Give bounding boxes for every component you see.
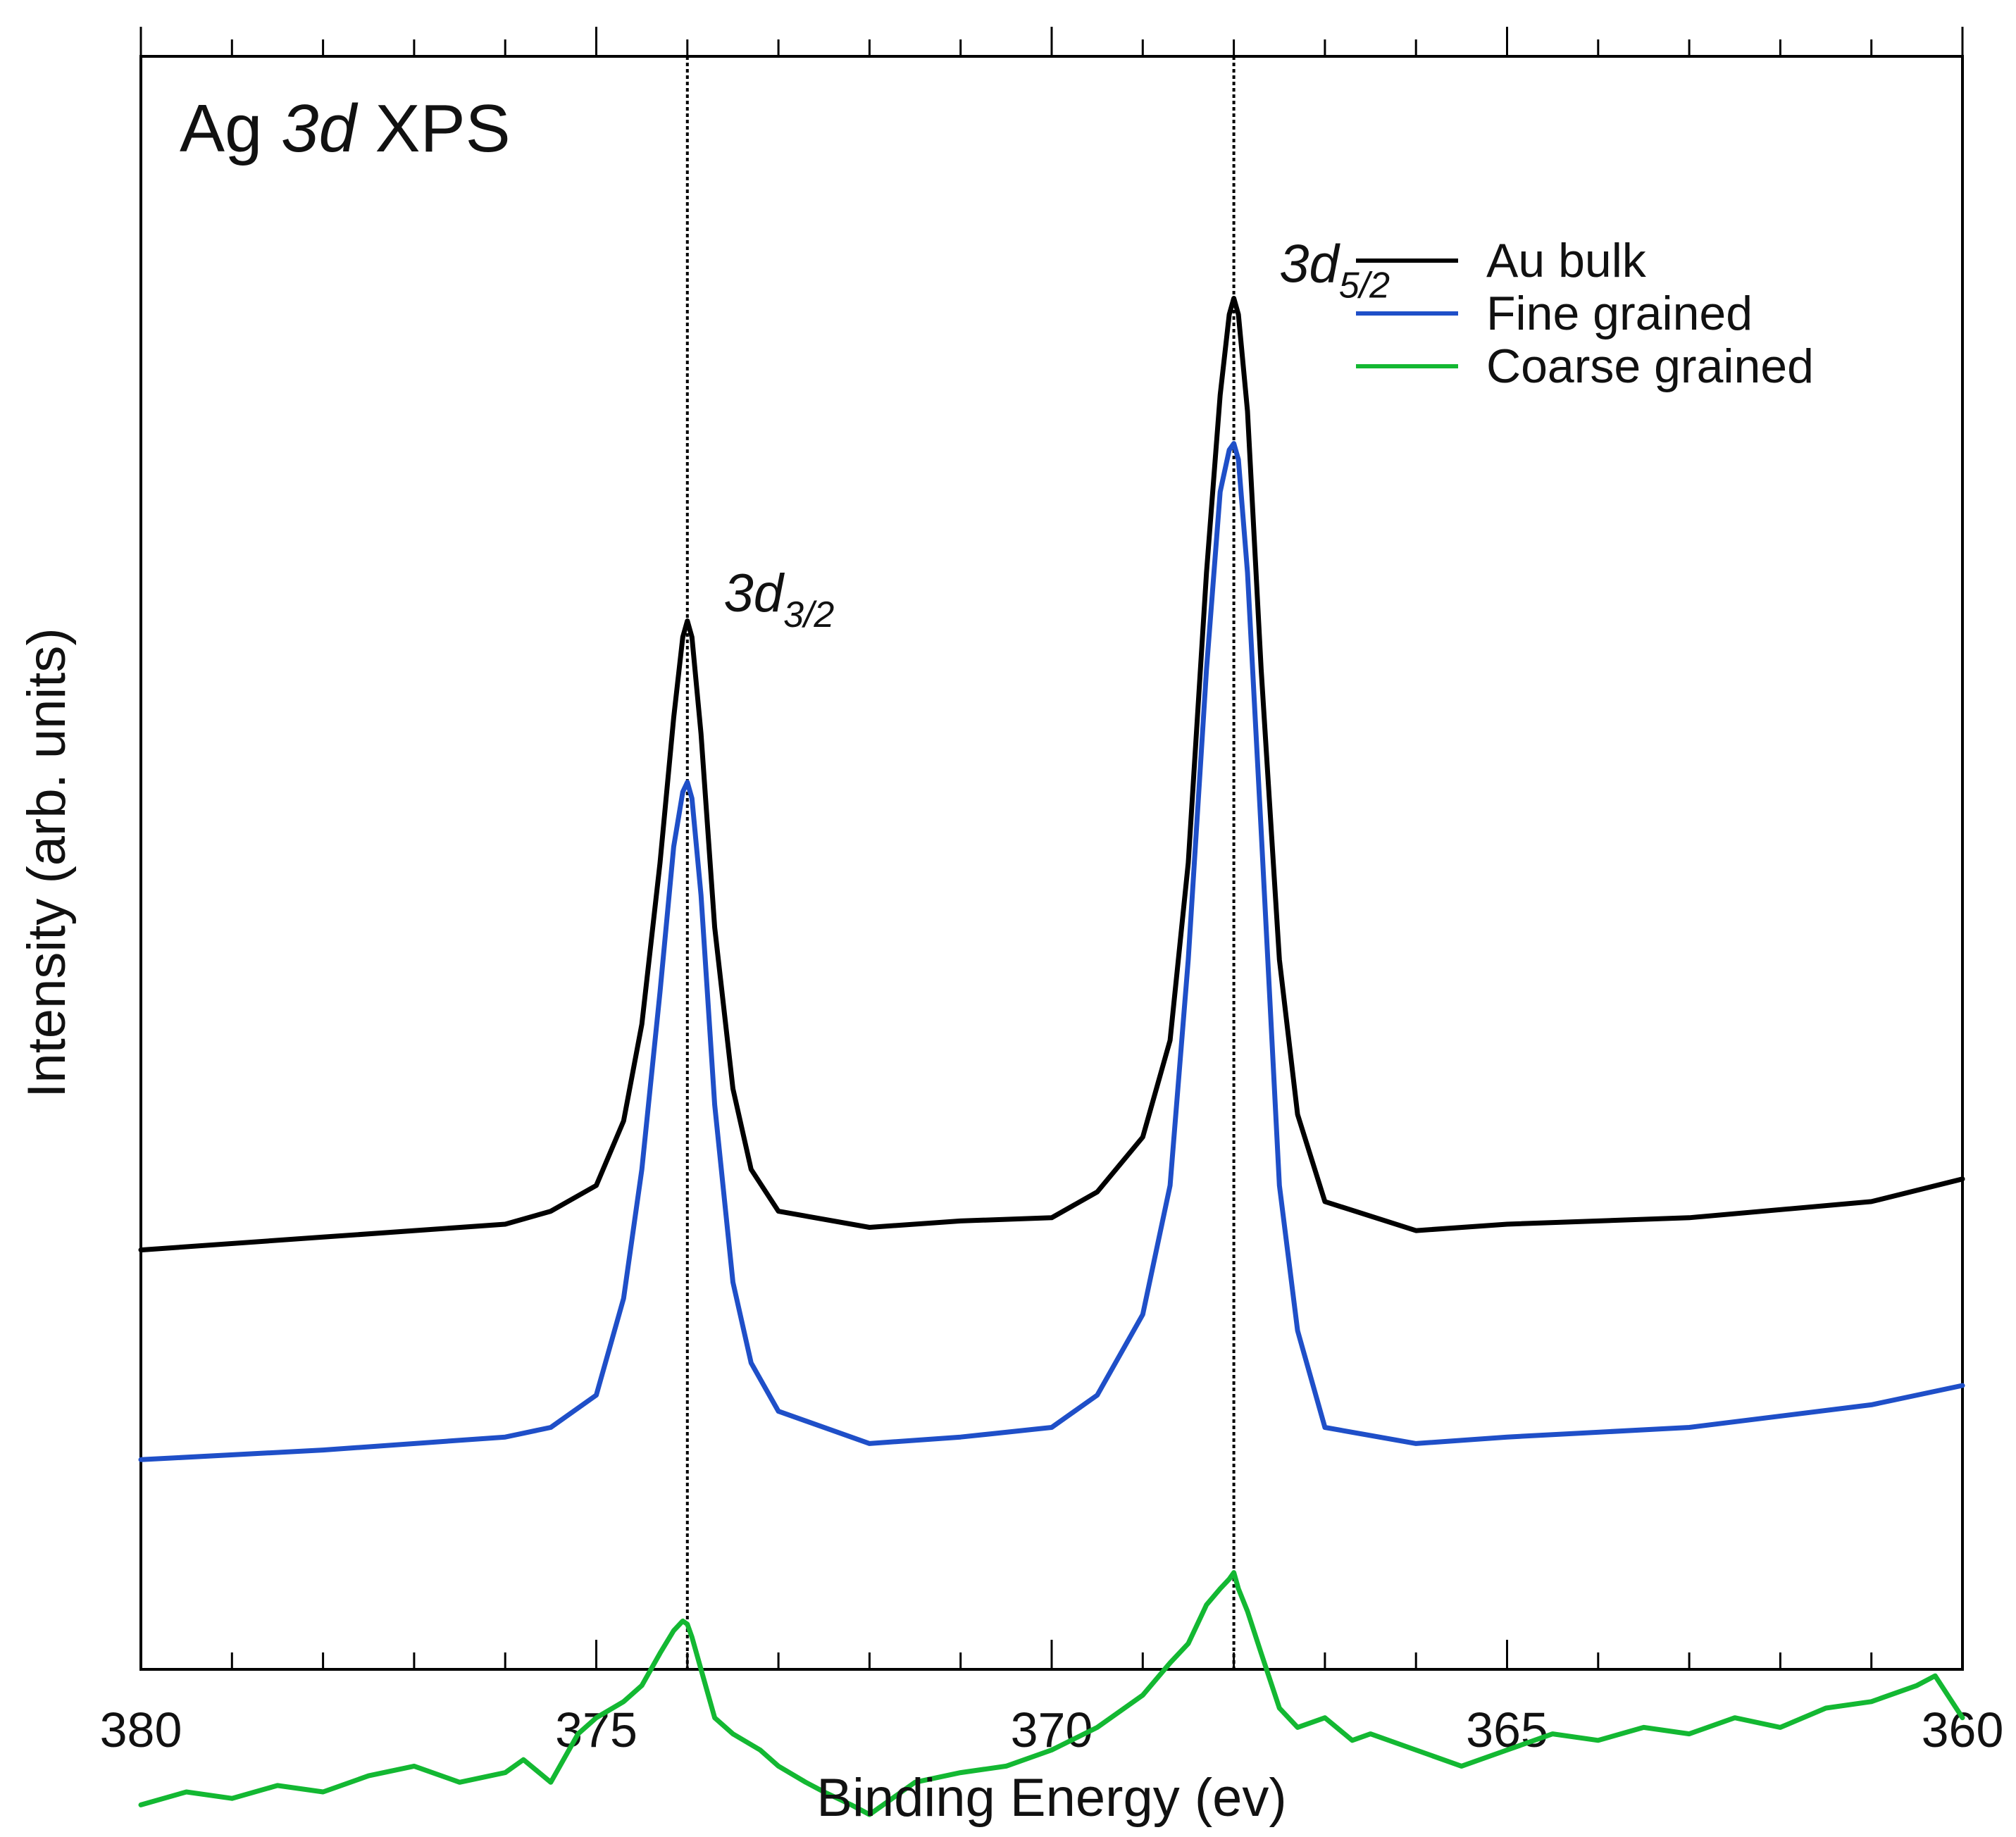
legend-label: Fine grained — [1486, 287, 1753, 340]
peak-label: 3d3/2 — [724, 563, 835, 635]
legend-label: Au bulk — [1486, 234, 1647, 287]
x-tick-label: 360 — [1922, 1702, 2004, 1757]
series-group — [138, 296, 1965, 1817]
y-axis-label: Intensity (arb. units) — [17, 628, 77, 1097]
peak-label-main: 3d — [724, 563, 785, 623]
legend-label: Coarse grained — [1486, 340, 1814, 393]
chart-title: Ag 3d XPS — [180, 91, 511, 166]
reference-lines — [685, 56, 1236, 1669]
chart-title-prefix: Ag — [180, 91, 281, 166]
x-axis-label: Binding Energy (ev) — [816, 1768, 1286, 1828]
peak-label-sub: 5/2 — [1339, 266, 1390, 306]
peak-label: 3d5/2 — [1279, 235, 1390, 306]
peak-label-main: 3d — [1279, 235, 1340, 294]
x-tick-label: 380 — [100, 1702, 182, 1757]
series-line-fine-grained — [138, 441, 1965, 1462]
chart-title-suffix: XPS — [356, 91, 511, 166]
peak-label-sub: 3/2 — [783, 594, 834, 635]
chart-title-italic: 3d — [281, 91, 358, 166]
series-line-coarse-grained — [138, 1570, 1965, 1817]
series-line-au-bulk — [138, 296, 1965, 1253]
